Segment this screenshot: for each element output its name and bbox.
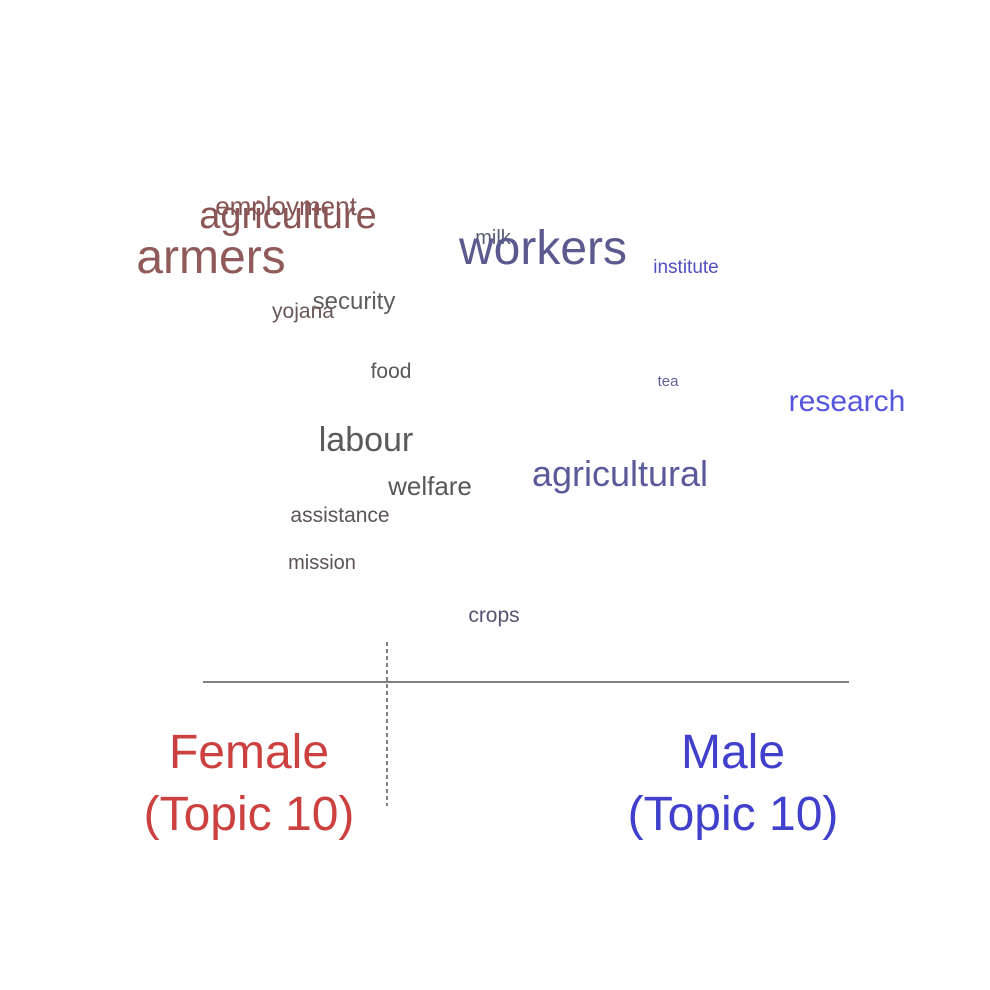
word-mission: mission [288, 552, 356, 574]
word-crops: crops [468, 604, 519, 627]
word-welfare: welfare [387, 471, 472, 501]
male-label-title: Male [681, 726, 785, 779]
word-research: research [789, 385, 906, 418]
word-milk: milk [475, 227, 512, 249]
word-agriculture: agriculture [199, 195, 376, 237]
male-group-label: Male (Topic 10) [628, 726, 839, 841]
female-label-title: Female [169, 726, 329, 779]
word-tea: tea [658, 373, 680, 390]
word-armers: armers [136, 231, 285, 284]
word-food: food [371, 360, 412, 383]
word-yojana: yojana [272, 300, 334, 323]
male-label-subtitle: (Topic 10) [628, 788, 839, 841]
word-institute: institute [653, 257, 718, 278]
word-labour: labour [319, 421, 414, 459]
word-employment: employment [215, 191, 357, 221]
female-group-label: Female (Topic 10) [144, 726, 355, 841]
word-agricultural: agricultural [532, 453, 708, 494]
word-assistance: assistance [290, 504, 389, 527]
female-label-subtitle: (Topic 10) [144, 788, 355, 841]
word-security: security [313, 288, 396, 315]
word-workers: workers [458, 222, 627, 275]
